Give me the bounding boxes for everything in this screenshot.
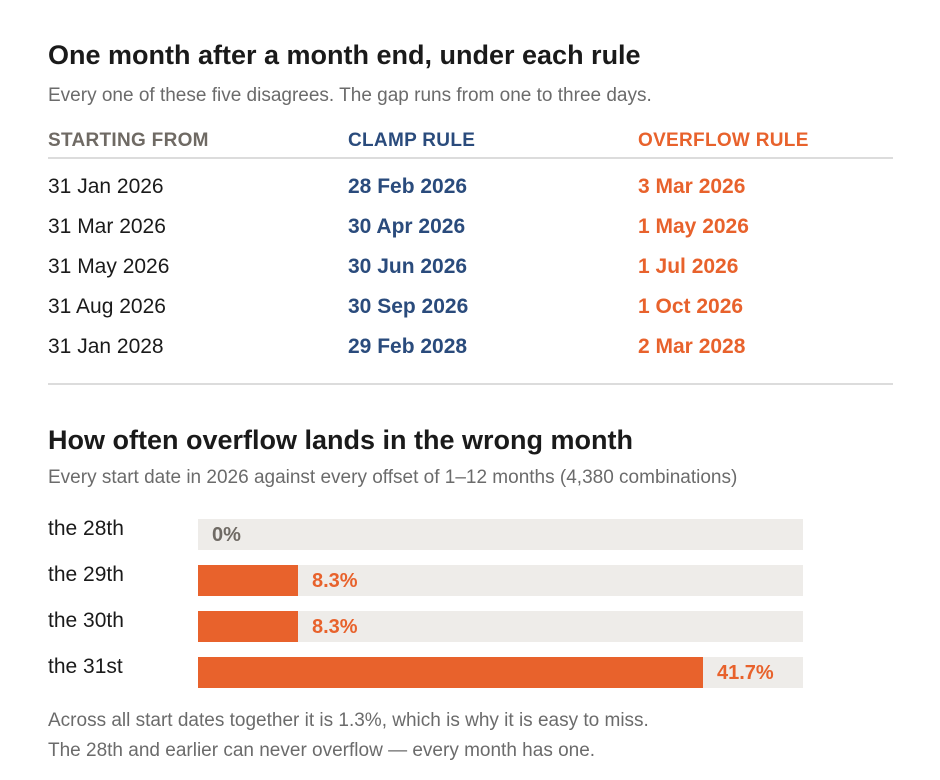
table-row: 31 Aug 2026 30 Sep 2026 1 Oct 2026 — [48, 292, 893, 332]
footnote-never-overflow: The 28th and earlier can never overflow … — [48, 740, 596, 761]
bar-row: the 30th 8.3% — [48, 609, 893, 655]
table-title: One month after a month end, under each … — [48, 40, 641, 70]
bar-track: 8.3% — [198, 565, 803, 596]
overflow-result-cell: 1 Jul 2026 — [638, 255, 739, 278]
bar-value-label: 8.3% — [312, 570, 358, 592]
bar-chart: the 28th 0% the 29th 8.3% the 30th 8.3% the 31… — [48, 517, 893, 701]
bar-row: the 28th 0% — [48, 517, 893, 563]
header-clamp-rule: CLAMP RULE — [348, 130, 476, 151]
comparison-table: 31 Jan 2026 28 Feb 2026 3 Mar 2026 31 Ma… — [48, 172, 893, 372]
bar-fill — [198, 611, 298, 642]
overflow-result-cell: 3 Mar 2026 — [638, 175, 746, 198]
bar-track: 8.3% — [198, 611, 803, 642]
table-top-divider — [48, 157, 893, 159]
start-date-cell: 31 Jan 2026 — [48, 175, 164, 198]
bar-value-label: 41.7% — [717, 662, 774, 684]
start-date-cell: 31 Aug 2026 — [48, 295, 166, 318]
bar-category-label: the 31st — [48, 655, 123, 678]
table-row: 31 May 2026 30 Jun 2026 1 Jul 2026 — [48, 252, 893, 292]
bar-fill — [198, 657, 703, 688]
bar-row: the 29th 8.3% — [48, 563, 893, 609]
table-row: 31 Jan 2028 29 Feb 2028 2 Mar 2028 — [48, 332, 893, 372]
table-bottom-divider — [48, 383, 893, 385]
table-row: 31 Mar 2026 30 Apr 2026 1 May 2026 — [48, 212, 893, 252]
chart-subtitle: Every start date in 2026 against every o… — [48, 467, 738, 488]
clamp-result-cell: 29 Feb 2028 — [348, 335, 468, 358]
bar-category-label: the 30th — [48, 609, 124, 632]
bar-value-label: 0% — [212, 524, 241, 546]
table-row: 31 Jan 2026 28 Feb 2026 3 Mar 2026 — [48, 172, 893, 212]
overflow-result-cell: 1 Oct 2026 — [638, 295, 744, 318]
bar-fill — [198, 565, 298, 596]
bar-value-label: 8.3% — [312, 616, 358, 638]
bar-track: 41.7% — [198, 657, 803, 688]
table-subtitle: Every one of these five disagrees. The g… — [48, 85, 652, 106]
chart-title: How often overflow lands in the wrong mo… — [48, 425, 633, 455]
bar-category-label: the 28th — [48, 517, 124, 540]
start-date-cell: 31 Mar 2026 — [48, 215, 166, 238]
clamp-result-cell: 30 Jun 2026 — [348, 255, 468, 278]
start-date-cell: 31 May 2026 — [48, 255, 170, 278]
footnote-overall-rate: Across all start dates together it is 1.… — [48, 710, 649, 731]
header-overflow-rule: OVERFLOW RULE — [638, 130, 809, 151]
bar-category-label: the 29th — [48, 563, 124, 586]
bar-row: the 31st 41.7% — [48, 655, 893, 701]
overflow-result-cell: 2 Mar 2028 — [638, 335, 746, 358]
clamp-result-cell: 30 Sep 2026 — [348, 295, 469, 318]
clamp-result-cell: 28 Feb 2026 — [348, 175, 468, 198]
header-starting-from: STARTING FROM — [48, 130, 209, 151]
start-date-cell: 31 Jan 2028 — [48, 335, 164, 358]
bar-track: 0% — [198, 519, 803, 550]
clamp-result-cell: 30 Apr 2026 — [348, 215, 466, 238]
overflow-result-cell: 1 May 2026 — [638, 215, 749, 238]
